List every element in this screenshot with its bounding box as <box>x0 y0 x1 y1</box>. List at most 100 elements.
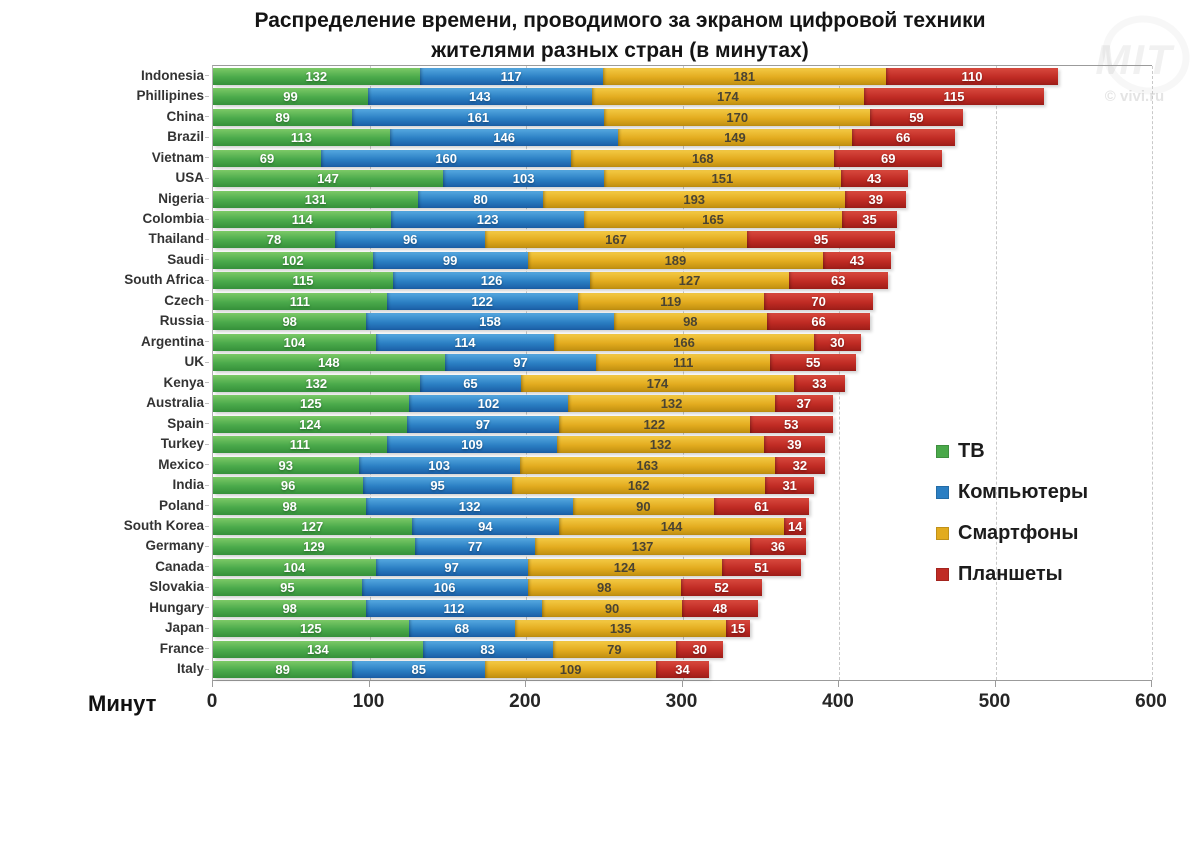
category-label: Phillipines <box>136 88 204 104</box>
bar-segment: 106 <box>361 579 528 597</box>
bar-value-label: 122 <box>471 293 494 309</box>
bar-segment: 170 <box>604 108 871 126</box>
bar-value-label: 127 <box>301 519 324 534</box>
bar-segment: 132 <box>557 436 764 454</box>
bar-value-label: 114 <box>454 334 476 350</box>
x-tick-mark-200 <box>525 680 526 687</box>
category-label: UK <box>184 354 205 370</box>
category-label: India <box>172 477 204 493</box>
bar-value-label: 37 <box>796 396 811 412</box>
category-tick <box>205 259 209 261</box>
category-tick <box>205 668 209 670</box>
bar-segment: 135 <box>515 620 727 638</box>
category-tick <box>205 218 209 220</box>
bar-segment: 98 <box>613 313 767 331</box>
bar-segment: 115 <box>213 272 393 290</box>
bar-segment: 14 <box>784 518 807 535</box>
category-label: Thailand <box>148 231 204 247</box>
bar-row: 93 103 163 32 <box>213 456 825 474</box>
bar-segment: 127 <box>590 272 789 290</box>
bar-value-label: 160 <box>435 150 458 166</box>
category-tick <box>205 505 209 507</box>
bar-segment: 102 <box>408 395 569 413</box>
category-axis: Indonesia Phillipines China Brazil Vietnam US… <box>0 65 204 679</box>
x-tick-label-500: 500 <box>978 691 1011 712</box>
legend-item-Планшеты: Планшеты <box>936 563 1088 586</box>
bar-segment: 78 <box>213 231 336 249</box>
bar-row: 148 97 111 55 <box>213 354 857 372</box>
category-tick <box>205 484 209 486</box>
bar-value-label: 79 <box>607 641 622 657</box>
bar-row: 69 160 168 69 <box>213 149 943 167</box>
category-tick <box>205 566 209 568</box>
bar-value-label: 102 <box>281 252 304 268</box>
bar-segment: 83 <box>422 640 553 658</box>
bar-segment: 122 <box>558 415 750 433</box>
bar-value-label: 115 <box>943 89 965 105</box>
category-label: South Africa <box>124 272 204 288</box>
bar-row: 129 77 137 36 <box>213 538 807 556</box>
category-label: Spain <box>167 415 204 431</box>
bar-segment: 95 <box>363 477 512 495</box>
category-label: Japan <box>164 620 204 636</box>
bar-row: 78 96 167 95 <box>213 231 896 249</box>
bar-value-label: 114 <box>291 212 313 227</box>
bar-value-label: 167 <box>605 232 627 248</box>
bar-segment: 125 <box>213 395 409 413</box>
bar-value-label: 96 <box>280 478 296 494</box>
bar-value-label: 77 <box>467 539 483 555</box>
bar-row: 115 126 127 63 <box>213 272 888 290</box>
bar-row: 111 122 119 70 <box>213 292 874 310</box>
bar-value-label: 31 <box>782 478 797 494</box>
bar-segment: 30 <box>813 333 861 351</box>
chart-title-line1: Распределение времени, проводимого за эк… <box>254 9 986 32</box>
bar-value-label: 102 <box>477 396 500 412</box>
x-tick-mark-100 <box>368 680 370 687</box>
bar-segment: 131 <box>213 190 418 208</box>
gridline-200 <box>526 66 527 680</box>
bar-value-label: 98 <box>683 314 698 330</box>
legend-item-Компьютеры: Компьютеры <box>936 481 1088 504</box>
bar-value-label: 32 <box>792 457 808 473</box>
bar-value-label: 34 <box>675 662 690 678</box>
bar-value-label: 135 <box>609 621 632 637</box>
bar-value-label: 59 <box>909 109 924 125</box>
bar-value-label: 174 <box>646 375 669 391</box>
bar-value-label: 112 <box>443 600 465 616</box>
bar-segment: 77 <box>414 538 536 556</box>
bar-value-label: 98 <box>596 580 612 596</box>
bar-row: 134 83 79 30 <box>213 640 724 658</box>
bar-value-label: 97 <box>513 355 528 371</box>
category-label: Vietnam <box>151 149 204 165</box>
category-tick <box>205 382 209 384</box>
category-label: Nigeria <box>158 190 204 206</box>
category-label: Colombia <box>142 211 204 226</box>
bar-segment: 66 <box>766 313 871 331</box>
bar-value-label: 124 <box>613 559 636 575</box>
bar-value-label: 144 <box>660 519 683 534</box>
bar-row: 98 158 98 66 <box>213 313 871 331</box>
bar-segment: 37 <box>774 395 833 413</box>
bar-row: 132 117 181 110 <box>213 67 1059 85</box>
bar-value-label: 53 <box>784 416 799 432</box>
category-tick <box>205 627 209 629</box>
bar-segment: 35 <box>842 211 897 228</box>
bar-segment: 70 <box>763 292 874 310</box>
bar-value-label: 170 <box>726 109 749 125</box>
bar-segment: 132 <box>213 67 420 85</box>
x-tick-mark-400 <box>838 680 839 687</box>
bar-value-label: 106 <box>433 580 456 596</box>
bar-value-label: 66 <box>811 314 826 330</box>
gridline-400 <box>839 66 840 680</box>
x-tick-mark-600 <box>1151 680 1152 687</box>
bar-segment: 69 <box>834 149 943 167</box>
category-tick <box>205 423 209 425</box>
plot-area: 132 117 181 110 99 143 174 115 89 161 170 59 113 146 1… <box>212 65 1153 681</box>
category-label: China <box>166 108 204 124</box>
bar-value-label: 127 <box>678 273 701 289</box>
bar-segment: 31 <box>765 477 814 495</box>
category-tick <box>205 586 209 588</box>
category-label: Slovakia <box>149 579 204 595</box>
legend-item-ТВ: ТВ <box>936 440 1088 463</box>
bar-segment: 193 <box>543 190 846 208</box>
